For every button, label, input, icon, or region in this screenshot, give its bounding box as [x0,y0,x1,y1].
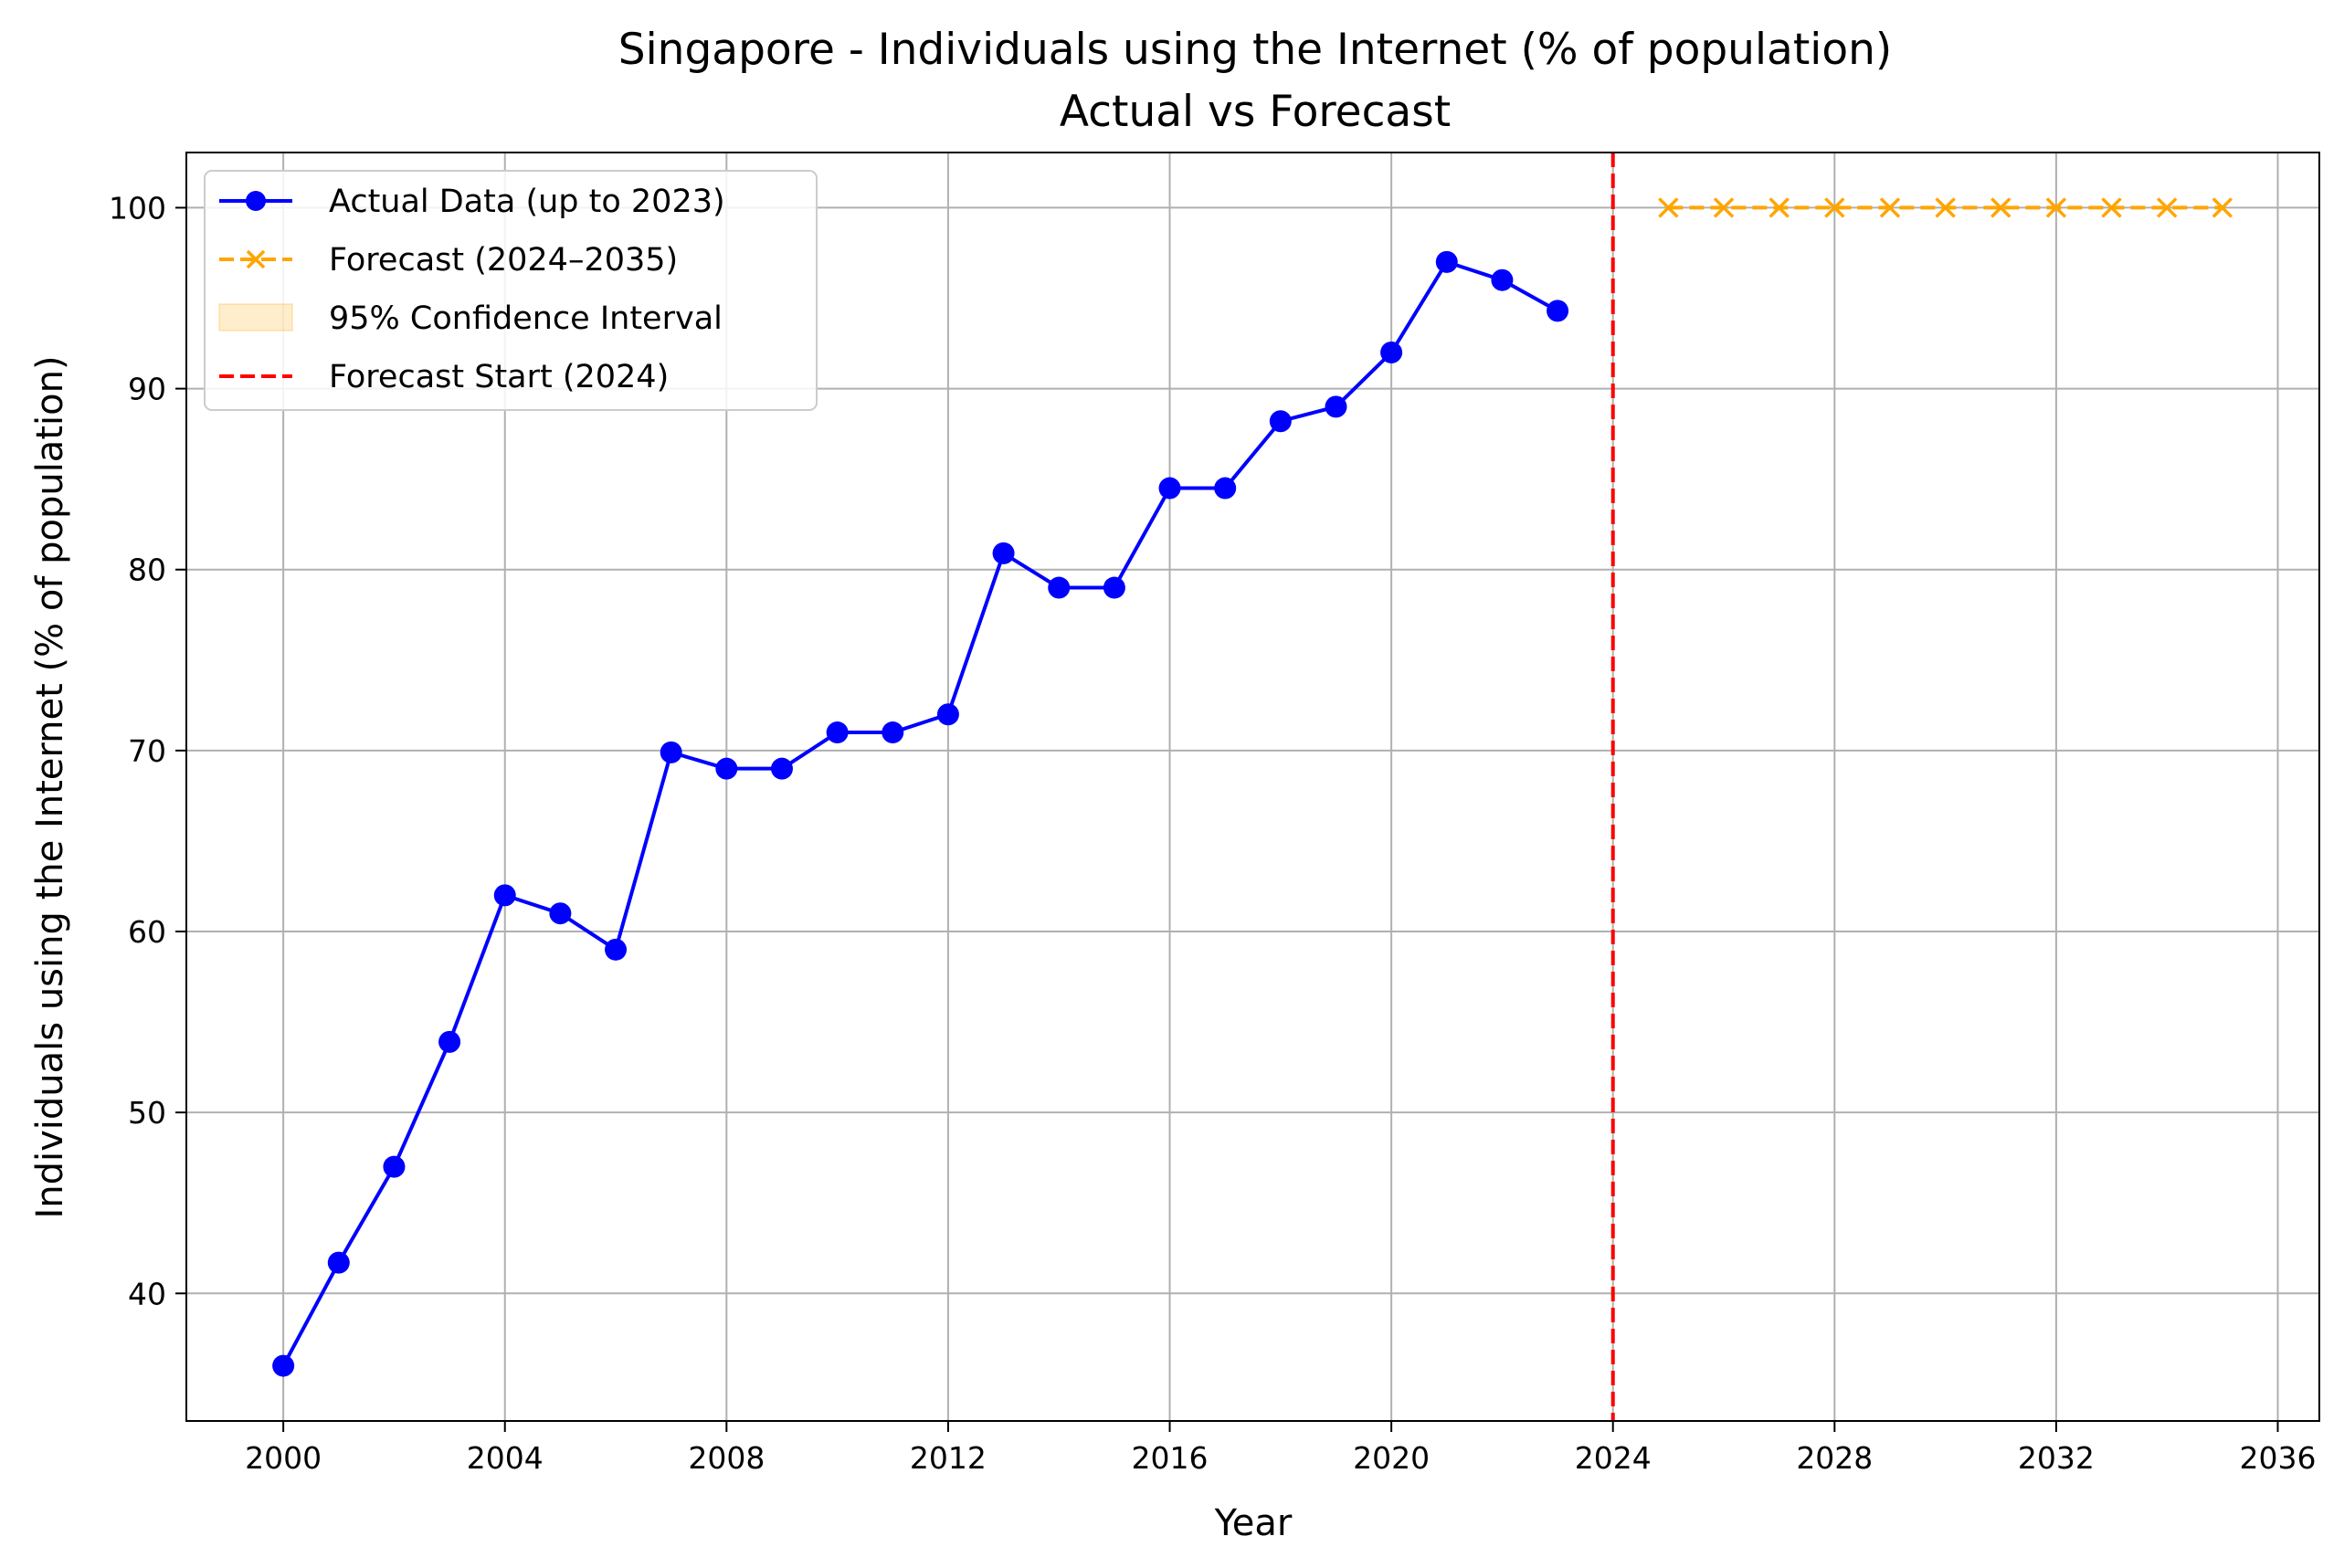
actual-data-point [493,884,516,907]
legend-swatch-actual-marker [246,191,266,211]
y-axis-ticks: 40 50 60 70 80 90 100 [109,190,186,1311]
legend-label-actual: Actual Data (up to 2023) [329,184,725,220]
actual-data-point [272,1354,295,1377]
actual-data-point [1435,250,1458,273]
actual-data-point [826,721,849,744]
plot-frame [185,152,2320,1422]
x-tick-label: 2000 [245,1440,322,1476]
legend-label-forecast-start: Forecast Start (2024) [329,359,669,395]
actual-data-point [1325,395,1347,418]
actual-data-point [882,721,904,744]
legend-swatch-forecast-marker [246,249,266,269]
y-tick-label: 80 [128,552,166,588]
x-tick-label: 2008 [688,1440,765,1476]
actual-data-point [438,1030,461,1053]
x-tick-label: 2020 [1353,1440,1430,1476]
x-tick-label: 2028 [1796,1440,1873,1476]
forecast-data-point [2212,197,2233,218]
forecast-data-point [1824,197,1845,218]
series-forecast [1658,197,2233,218]
forecast-data-point [1658,197,1679,218]
actual-data-point [936,703,959,726]
legend-label-confidence-interval: 95% Confidence Interval [329,300,723,337]
actual-data-point [549,902,572,925]
y-tick-label: 100 [109,190,166,226]
series-actual [272,250,1569,1377]
x-tick-label: 2016 [1132,1440,1209,1476]
actual-data-point [1491,268,1514,291]
actual-data-point [770,757,793,780]
actual-data-point [383,1155,406,1178]
x-axis-ticks: 2000 2004 2008 2012 2016 2020 2024 2028 2032 2036 [245,1421,2317,1476]
chart-subtitle: Actual vs Forecast [1060,87,1451,137]
actual-data-point [605,938,628,961]
actual-data-point [660,741,682,763]
actual-data-line [281,259,1559,1367]
forecast-data-point [2101,197,2122,218]
x-tick-label: 2024 [1575,1440,1652,1476]
x-tick-label: 2036 [2240,1440,2317,1476]
actual-data-point [1380,341,1403,363]
legend-swatch-confidence-interval [218,303,293,331]
x-tick-label: 2032 [2018,1440,2095,1476]
actual-data-point [1048,576,1071,599]
x-tick-label: 2004 [467,1440,544,1476]
forecast-data-point [1990,197,2011,218]
x-tick-label: 2012 [910,1440,987,1476]
chart-title: Singapore - Individuals using the Intern… [618,25,1892,75]
y-tick-label: 50 [128,1095,166,1131]
forecast-data-point [1879,197,1901,218]
actual-data-point [1103,576,1125,599]
forecast-data-point [1935,197,1956,218]
forecast-data-point [2156,197,2178,218]
forecast-data-point [1713,197,1735,218]
actual-data-point [715,757,738,780]
y-tick-label: 40 [128,1276,166,1311]
x-axis-label: Year [1214,1502,1293,1544]
actual-data-point [1214,477,1237,500]
actual-data-point [327,1251,350,1274]
y-tick-label: 60 [128,914,166,950]
forecast-data-point [2045,197,2067,218]
legend-label-forecast: Forecast (2024–2035) [329,242,678,279]
actual-data-point [1269,410,1292,433]
actual-data-point [1158,477,1181,500]
y-axis-label: Individuals using the Internet (% of pop… [29,355,71,1218]
series-layer [272,197,2233,1377]
forecast-data-point [1769,197,1790,218]
legend-box [204,170,818,411]
y-tick-label: 70 [128,733,166,769]
y-tick-label: 90 [128,372,166,407]
actual-data-point [1547,300,1569,322]
legend: Actual Data (up to 2023) Forecast (2024–… [204,170,818,411]
actual-data-point [992,542,1015,564]
